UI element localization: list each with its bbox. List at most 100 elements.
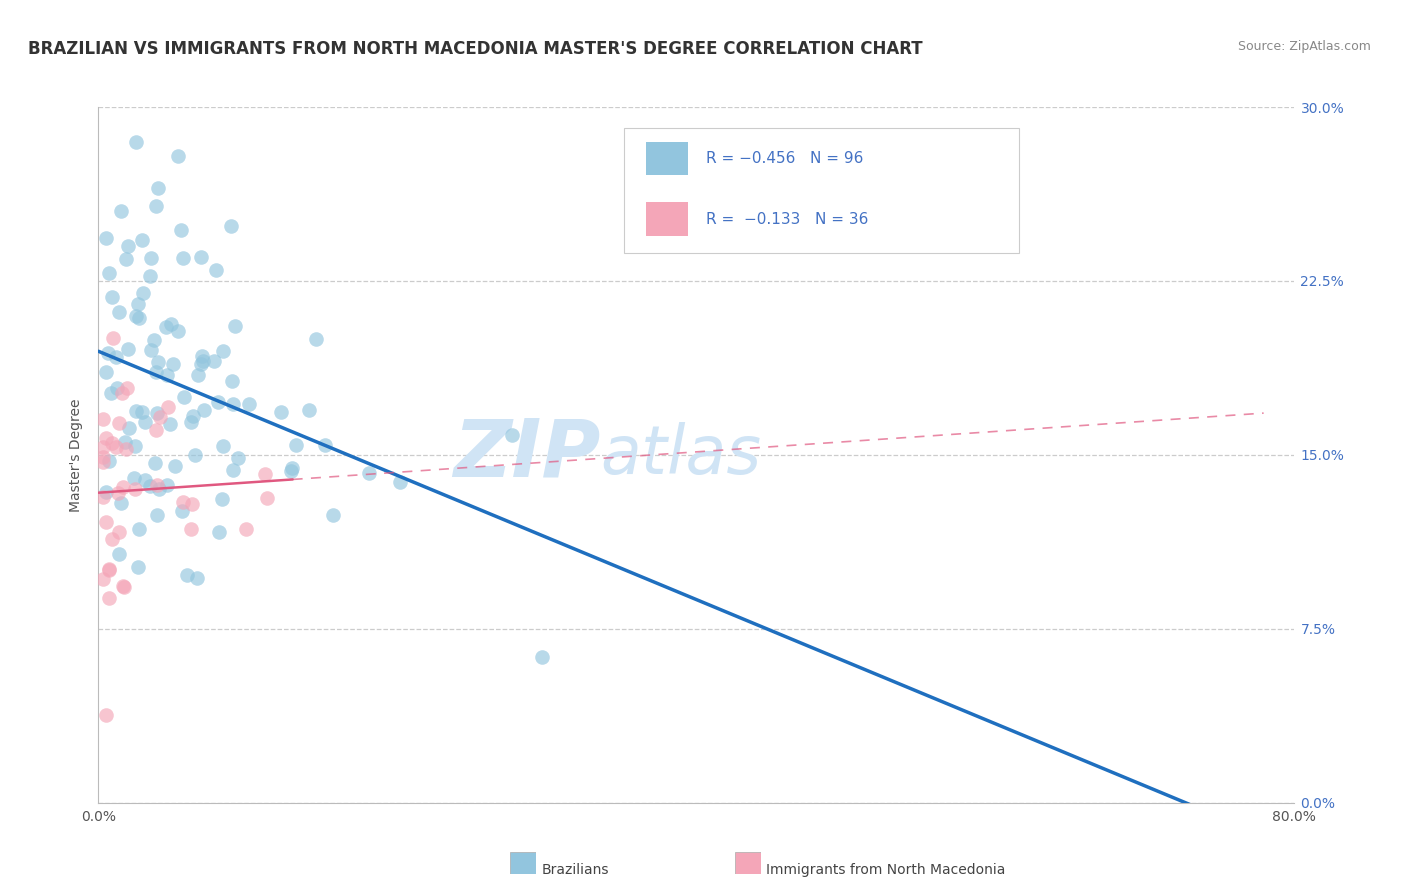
Point — [205, 263, 228, 277]
Point — [125, 135, 148, 149]
Point — [221, 374, 243, 388]
Point — [104, 351, 127, 365]
Point — [127, 297, 149, 311]
Point — [131, 233, 153, 247]
FancyBboxPatch shape — [645, 142, 688, 175]
Point — [134, 473, 156, 487]
Point — [94, 230, 117, 244]
Point — [165, 458, 187, 473]
Point — [145, 406, 167, 420]
Point — [143, 456, 166, 470]
Point — [114, 252, 136, 266]
Point — [298, 402, 321, 417]
Point — [193, 403, 215, 417]
Point — [112, 480, 135, 494]
Point — [97, 454, 120, 468]
Point — [321, 508, 343, 522]
Point — [101, 290, 124, 304]
Point — [125, 309, 148, 323]
FancyBboxPatch shape — [645, 202, 688, 235]
Point — [155, 320, 177, 334]
Point — [212, 438, 235, 452]
Point — [148, 482, 170, 496]
Point — [146, 508, 169, 522]
Text: BRAZILIAN VS IMMIGRANTS FROM NORTH MACEDONIA MASTER'S DEGREE CORRELATION CHART: BRAZILIAN VS IMMIGRANTS FROM NORTH MACED… — [28, 40, 922, 58]
Point — [187, 368, 209, 383]
Point — [143, 333, 166, 347]
Point — [184, 448, 207, 462]
Point — [125, 404, 148, 418]
FancyBboxPatch shape — [735, 852, 761, 874]
Point — [91, 572, 114, 586]
Point — [104, 440, 127, 454]
Point — [148, 181, 170, 195]
Point — [94, 707, 117, 722]
Text: ZIP: ZIP — [453, 416, 600, 494]
Point — [146, 478, 169, 492]
Point — [91, 450, 114, 465]
Point — [97, 266, 120, 280]
Point — [139, 479, 162, 493]
Point — [145, 198, 167, 212]
Point — [96, 346, 118, 360]
Point — [228, 451, 250, 466]
Point — [186, 571, 208, 585]
Point — [101, 435, 124, 450]
Point — [117, 420, 139, 434]
Point — [160, 318, 183, 332]
Point — [111, 579, 134, 593]
Point — [97, 562, 120, 576]
Point — [94, 515, 117, 529]
Point — [222, 463, 245, 477]
Point — [141, 343, 163, 357]
Point — [166, 148, 188, 162]
Text: Source: ZipAtlas.com: Source: ZipAtlas.com — [1237, 40, 1371, 54]
Point — [181, 497, 204, 511]
Point — [305, 332, 328, 346]
Point — [190, 349, 212, 363]
Point — [105, 381, 128, 395]
Point — [110, 204, 132, 219]
Point — [224, 318, 246, 333]
Point — [131, 405, 153, 419]
Point — [146, 355, 169, 369]
Point — [110, 496, 132, 510]
Point — [173, 390, 195, 404]
Point — [108, 304, 131, 318]
Point — [108, 417, 131, 431]
Point — [127, 560, 149, 574]
Point — [191, 354, 214, 368]
Point — [501, 428, 523, 442]
Point — [180, 522, 202, 536]
Point — [176, 567, 198, 582]
Point — [117, 239, 139, 253]
Point — [211, 343, 233, 358]
Point — [180, 415, 202, 429]
Point — [253, 467, 276, 481]
Point — [97, 563, 120, 577]
Point — [91, 412, 114, 426]
Point — [145, 423, 167, 437]
Point — [149, 409, 172, 424]
Point — [181, 409, 204, 424]
FancyBboxPatch shape — [624, 128, 1019, 253]
Text: atlas: atlas — [600, 422, 762, 488]
Point — [162, 357, 184, 371]
Point — [139, 268, 162, 283]
Point — [117, 342, 139, 356]
Point — [145, 365, 167, 379]
Point — [122, 471, 145, 485]
Point — [100, 385, 122, 400]
Point — [111, 386, 134, 401]
Text: R = −0.456   N = 96: R = −0.456 N = 96 — [706, 151, 863, 166]
Point — [202, 354, 225, 368]
Point — [211, 491, 233, 506]
Point — [221, 219, 243, 234]
Text: R =  −0.133   N = 36: R = −0.133 N = 36 — [706, 211, 868, 227]
Point — [107, 548, 129, 562]
Point — [94, 431, 117, 445]
Point — [114, 442, 136, 456]
Text: Brazilians: Brazilians — [541, 863, 609, 877]
Point — [114, 434, 136, 449]
Point — [94, 484, 117, 499]
